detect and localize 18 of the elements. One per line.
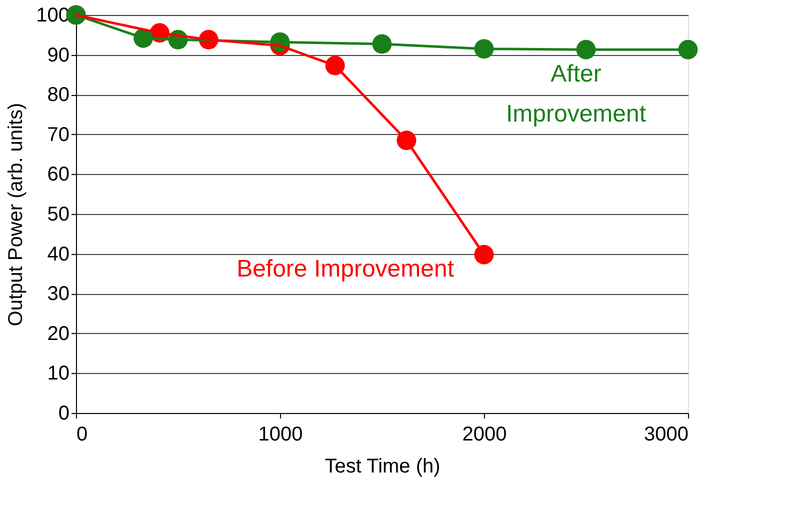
y-axis-title: Output Power (arb. units) (5, 102, 28, 326)
x-tick-label: 2000 (462, 424, 507, 446)
x-tick-label: 0 (76, 424, 88, 446)
series-label: After Improvement (506, 60, 646, 128)
y-tick-label: 40 (47, 243, 70, 266)
y-tick-label: 70 (47, 124, 70, 146)
y-tick-label: 90 (47, 44, 70, 66)
x-tick-label: 1000 (258, 424, 303, 446)
y-tick-label: 60 (47, 164, 70, 186)
y-tick-label: 50 (47, 204, 70, 226)
series-label: Before Improvement (236, 256, 454, 283)
y-tick-label: 30 (47, 283, 70, 306)
y-tick-label: 20 (47, 322, 70, 345)
y-tick-label: 0 (58, 402, 70, 424)
x-tick-label: 3000 (644, 424, 688, 446)
x-axis-title: Test Time (h) (324, 456, 440, 478)
y-tick-label: 80 (47, 84, 70, 106)
y-tick-label: 10 (47, 362, 70, 385)
